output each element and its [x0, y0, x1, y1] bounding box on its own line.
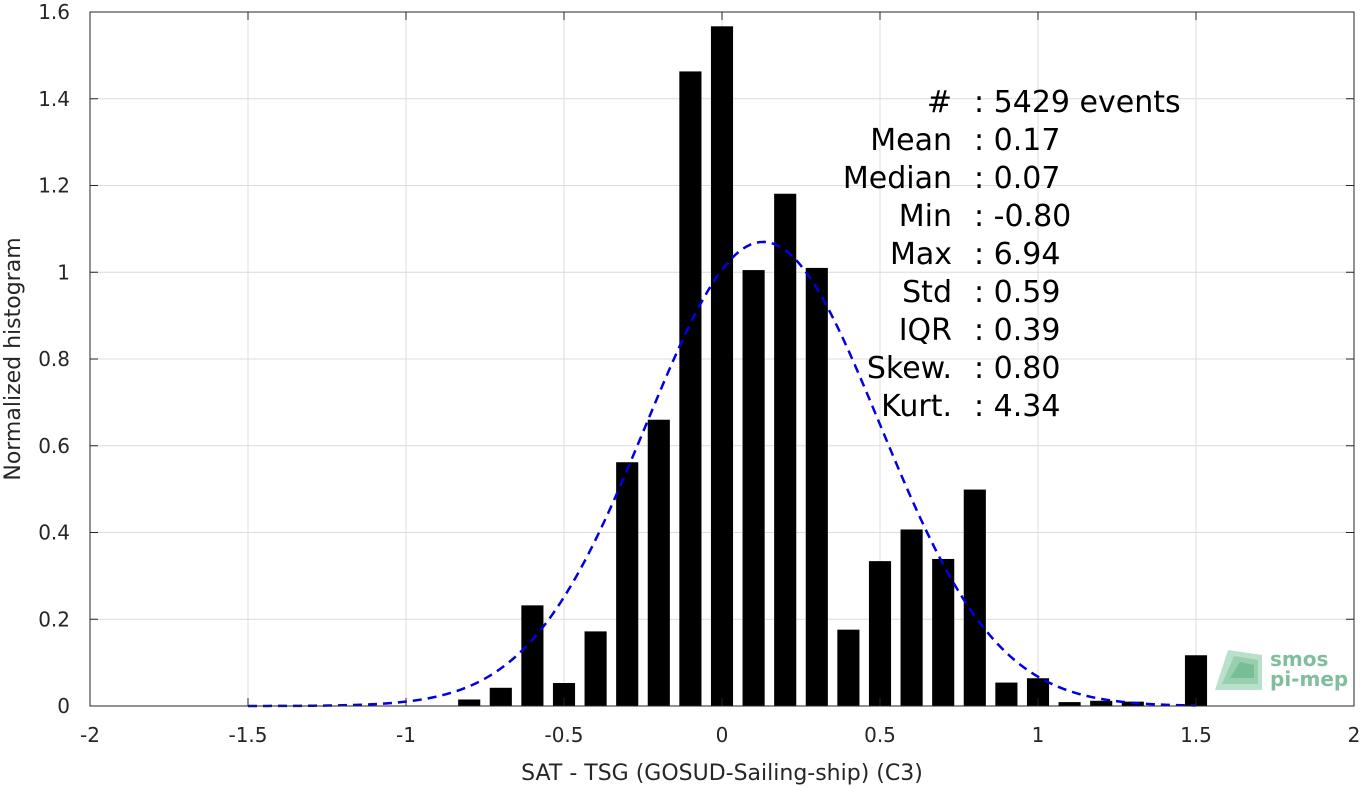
y-tick-label: 1.6 — [38, 0, 70, 24]
histogram-bar — [647, 419, 670, 706]
histogram-bar — [774, 193, 797, 706]
histogram-bar — [1058, 702, 1081, 706]
y-tick-label: 0.2 — [38, 607, 70, 631]
stat-value: : 0.17 — [974, 123, 1060, 158]
smos-pi-mep-logo: smos pi-mep — [1215, 647, 1348, 691]
histogram-bar — [552, 683, 576, 706]
histogram-bar — [805, 267, 828, 706]
logo-text-line2: pi-mep — [1270, 667, 1348, 691]
stat-value: : 0.39 — [974, 313, 1060, 348]
stat-label: Std — [902, 275, 952, 310]
y-axis-label: Normalized histogram — [1, 237, 26, 480]
x-tick-label: -0.5 — [544, 723, 583, 747]
histogram-bar — [1184, 655, 1208, 706]
histogram-bar — [710, 26, 734, 707]
y-tick-label: 0.4 — [38, 521, 70, 545]
stat-value: : 0.07 — [974, 161, 1060, 196]
histogram-bar — [742, 270, 765, 706]
histogram-bar — [1090, 700, 1113, 706]
y-axis-ticks: 0 0.2 0.4 0.6 0.8 1 1.2 1.4 1.6 — [38, 0, 1354, 718]
y-tick-label: 1.2 — [38, 174, 70, 198]
histogram-bar — [616, 462, 639, 706]
histogram-bar — [837, 629, 860, 706]
histogram-bar — [489, 687, 512, 706]
stat-value: : -0.80 — [974, 199, 1071, 234]
y-tick-label: 0 — [57, 694, 70, 718]
stat-value: : 5429 events — [974, 85, 1181, 120]
y-tick-label: 0.6 — [38, 434, 70, 458]
stat-label: IQR — [899, 313, 952, 348]
x-tick-label: 0.5 — [864, 723, 896, 747]
stat-label: Median — [843, 161, 952, 196]
histogram-bar — [458, 699, 481, 706]
bar-series — [458, 26, 1208, 707]
stat-label: Kurt. — [881, 389, 952, 424]
x-axis-ticks: -2 -1.5 -1 -0.5 0 0.5 1 1.5 2 — [80, 12, 1360, 747]
stat-label: # — [927, 85, 952, 120]
y-tick-label: 1.4 — [38, 87, 70, 111]
stat-value: : 0.80 — [974, 351, 1060, 386]
stat-label: Mean — [870, 123, 952, 158]
stat-value: : 0.59 — [974, 275, 1060, 310]
x-tick-label: -1 — [396, 723, 416, 747]
stat-label: Max — [890, 237, 952, 272]
histogram-bar — [963, 489, 986, 706]
histogram-bar — [995, 682, 1018, 706]
histogram-bar — [932, 558, 955, 706]
stat-value: : 6.94 — [974, 237, 1060, 272]
x-tick-label: -2 — [80, 723, 100, 747]
y-tick-label: 1 — [57, 260, 70, 284]
histogram-bar — [900, 529, 923, 706]
y-tick-label: 0.8 — [38, 347, 70, 371]
stat-label: Min — [899, 199, 952, 234]
stat-label: Skew. — [867, 351, 952, 386]
logo-text-line1: smos — [1270, 647, 1328, 671]
x-axis-label: SAT - TSG (GOSUD-Sailing-ship) (C3) — [521, 761, 923, 786]
x-tick-label: 0 — [716, 723, 729, 747]
logo-mark-icon — [1215, 650, 1262, 690]
x-tick-label: 1.5 — [1180, 723, 1212, 747]
statistics-box: # : 5429 events Mean : 0.17 Median : 0.07 Min… — [843, 85, 1181, 424]
histogram-bar — [679, 71, 702, 706]
x-tick-label: 1 — [1032, 723, 1045, 747]
histogram-bar — [868, 561, 892, 706]
x-tick-label: 2 — [1348, 723, 1361, 747]
x-tick-label: -1.5 — [228, 723, 267, 747]
stat-value: : 4.34 — [974, 389, 1060, 424]
histogram-bar — [584, 631, 607, 706]
histogram-bar — [1026, 678, 1050, 706]
histogram-bar — [521, 605, 544, 706]
